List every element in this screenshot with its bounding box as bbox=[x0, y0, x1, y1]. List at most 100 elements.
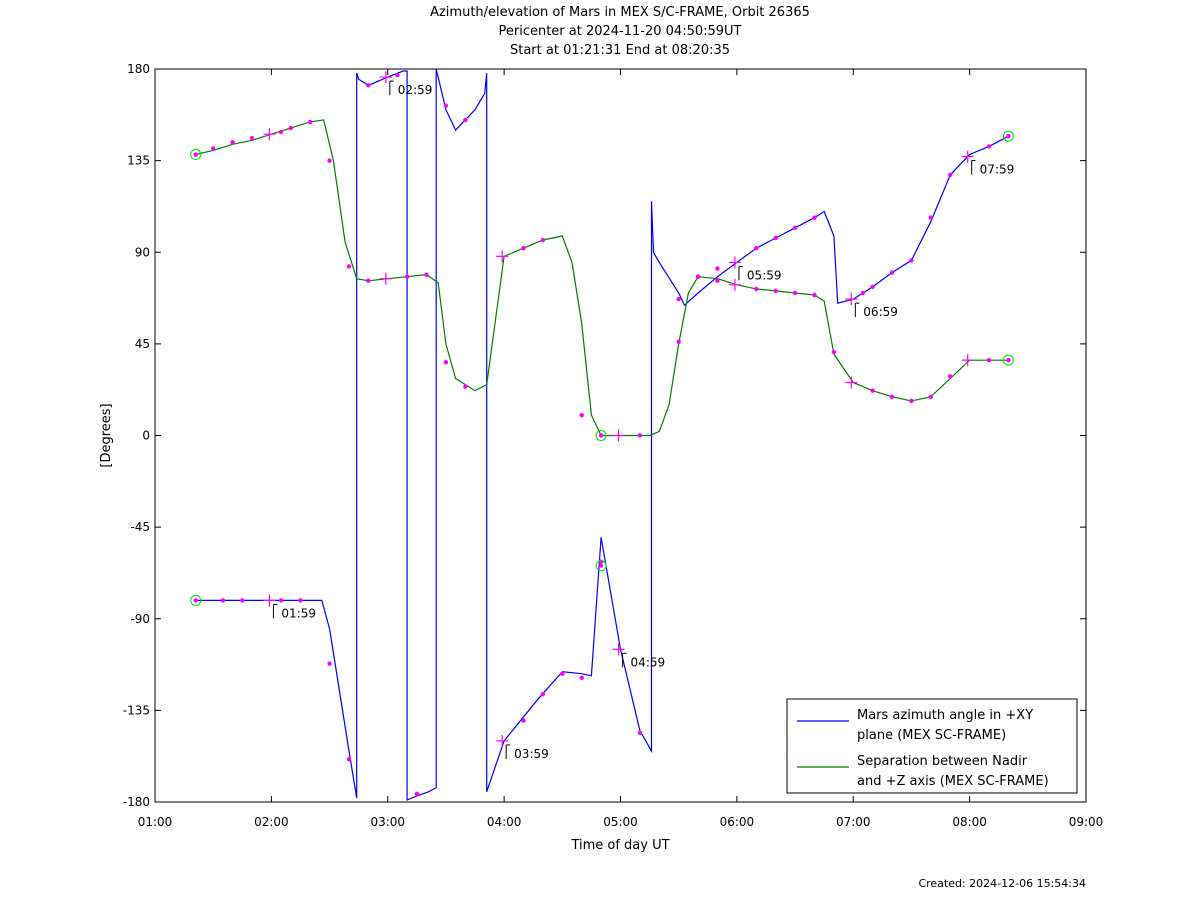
legend-label-azimuth: Mars azimuth angle in +XY bbox=[857, 708, 1033, 723]
y-tick-label: -135 bbox=[123, 703, 150, 717]
key-point-center-separation bbox=[599, 433, 604, 438]
marker-azimuth bbox=[870, 284, 875, 290]
marker-azimuth bbox=[889, 270, 895, 275]
marker-azimuth bbox=[598, 559, 604, 564]
marker-azimuth bbox=[240, 598, 245, 603]
chart-title: Azimuth/elevation of Mars in MEX S/C-FRA… bbox=[430, 5, 810, 20]
legend-label-separation: and +Z axis (MEX SC-FRAME) bbox=[857, 774, 1049, 789]
marker-separation bbox=[831, 349, 837, 355]
hour-label: 07:59 bbox=[980, 163, 1015, 177]
marker-azimuth bbox=[366, 83, 371, 88]
marker-separation bbox=[424, 272, 429, 277]
marker-separation bbox=[404, 274, 410, 279]
marker-separation bbox=[366, 278, 371, 283]
x-axis-label: Time of day UT bbox=[570, 838, 669, 853]
marker-azimuth bbox=[298, 598, 303, 603]
marker-azimuth bbox=[395, 72, 400, 78]
marker-separation bbox=[792, 290, 798, 296]
x-tick-label: 08:00 bbox=[952, 815, 987, 829]
marker-separation bbox=[327, 158, 332, 163]
key-point-center-separation bbox=[1006, 358, 1011, 363]
key-point-separation bbox=[1002, 354, 1014, 366]
marker-azimuth bbox=[773, 235, 778, 241]
marker-separation bbox=[443, 360, 449, 365]
marker-separation bbox=[812, 292, 817, 298]
marker-azimuth bbox=[540, 691, 546, 697]
marker-azimuth bbox=[346, 757, 352, 762]
hour-label: 05:59 bbox=[747, 268, 782, 282]
marker-azimuth bbox=[986, 144, 992, 149]
key-point-center-azimuth bbox=[193, 598, 198, 603]
marker-azimuth bbox=[414, 791, 420, 797]
marker-separation bbox=[870, 388, 875, 393]
key-point-azimuth bbox=[190, 594, 202, 606]
marker-azimuth bbox=[220, 598, 226, 603]
marker-azimuth bbox=[579, 675, 584, 680]
key-point-center-azimuth bbox=[1006, 134, 1011, 139]
chart-subtitle-start-end: Start at 01:21:31 End at 08:20:35 bbox=[509, 43, 731, 58]
marker-azimuth bbox=[463, 117, 468, 123]
marker-separation bbox=[676, 339, 681, 345]
marker-separation bbox=[986, 357, 992, 363]
chart-subtitle-pericenter: Pericenter at 2024-11-20 04:50:59UT bbox=[498, 24, 742, 39]
y-tick-label: 90 bbox=[135, 245, 150, 259]
legend-label-azimuth: plane (MEX SC-FRAME) bbox=[857, 728, 1006, 743]
marker-azimuth bbox=[676, 296, 681, 302]
y-tick-label: 45 bbox=[135, 337, 150, 351]
x-tick-label: 04:00 bbox=[487, 815, 522, 829]
x-tick-label: 07:00 bbox=[836, 815, 871, 829]
y-axis-label: [Degrees] bbox=[99, 403, 114, 467]
legend-label-separation: Separation between Nadir bbox=[857, 754, 1028, 769]
hour-label: 01:59 bbox=[281, 606, 316, 620]
y-tick-label: -180 bbox=[123, 795, 150, 809]
marker-separation bbox=[230, 140, 235, 145]
legend-box bbox=[786, 698, 1078, 794]
marker-separation bbox=[695, 274, 701, 279]
x-tick-label: 06:00 bbox=[720, 815, 755, 829]
created-timestamp: Created: 2024-12-06 15:54:34 bbox=[918, 877, 1086, 890]
x-tick-label: 03:00 bbox=[370, 815, 405, 829]
marker-separation bbox=[928, 394, 934, 400]
marker-azimuth bbox=[792, 225, 798, 231]
hour-label: 02:59 bbox=[398, 83, 433, 97]
marker-separation bbox=[754, 286, 759, 292]
marker-separation bbox=[579, 412, 584, 418]
marker-separation bbox=[521, 245, 526, 251]
marker-separation bbox=[288, 125, 293, 131]
marker-azimuth bbox=[812, 215, 817, 220]
marker-azimuth bbox=[443, 103, 449, 108]
y-tick-label: 0 bbox=[142, 429, 150, 443]
marker-azimuth bbox=[860, 290, 866, 296]
key-point-center-separation bbox=[193, 152, 198, 157]
y-tick-label: 135 bbox=[127, 154, 150, 168]
marker-separation bbox=[773, 288, 778, 294]
marker-azimuth bbox=[754, 245, 759, 251]
marker-separation bbox=[210, 146, 216, 151]
hour-label: 04:59 bbox=[631, 655, 666, 669]
marker-separation bbox=[307, 119, 313, 125]
hour-label: 03:59 bbox=[514, 747, 549, 761]
marker-separation bbox=[948, 374, 953, 379]
key-point-azimuth bbox=[595, 560, 607, 572]
marker-azimuth bbox=[948, 172, 953, 178]
marker-separation bbox=[889, 394, 895, 400]
marker-azimuth bbox=[327, 661, 332, 666]
marker-azimuth bbox=[560, 671, 565, 676]
series-line-separation bbox=[195, 119, 1009, 437]
hour-label: 06:59 bbox=[863, 305, 898, 319]
marker-separation bbox=[540, 237, 546, 243]
marker-azimuth bbox=[909, 258, 914, 263]
marker-separation bbox=[278, 129, 284, 135]
key-point-azimuth bbox=[1002, 130, 1014, 142]
x-tick-label: 02:00 bbox=[254, 815, 289, 829]
marker-separation bbox=[909, 398, 914, 404]
marker-separation bbox=[463, 384, 468, 389]
marker-azimuth bbox=[521, 718, 526, 723]
key-point-separation bbox=[190, 149, 202, 161]
marker-azimuth bbox=[278, 598, 284, 603]
marker-separation bbox=[715, 278, 720, 283]
marker-separation bbox=[249, 136, 255, 141]
marker-azimuth bbox=[928, 215, 934, 220]
y-tick-label: 180 bbox=[127, 62, 150, 76]
